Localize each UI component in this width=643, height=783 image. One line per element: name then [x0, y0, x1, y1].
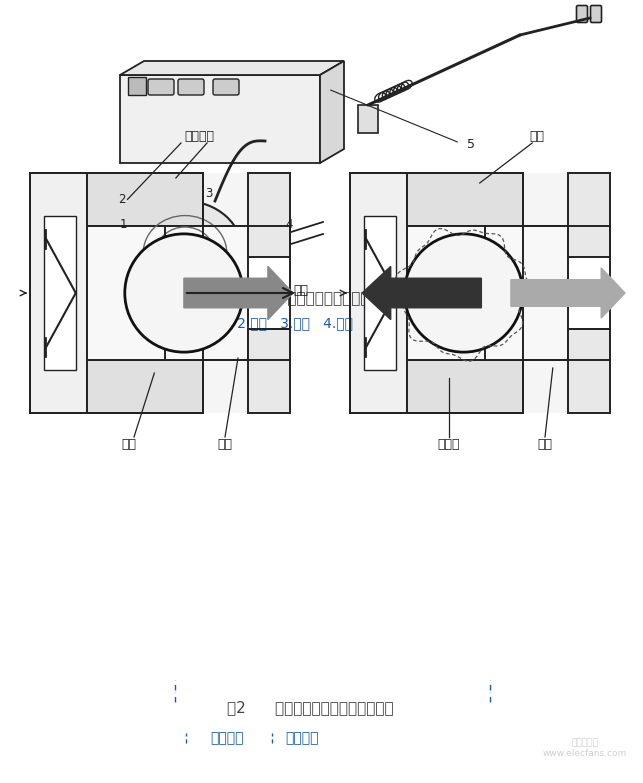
Circle shape — [404, 234, 523, 352]
Circle shape — [125, 234, 243, 352]
Text: 电子发烧友
www.elecfans.com: 电子发烧友 www.elecfans.com — [543, 738, 627, 758]
FancyBboxPatch shape — [178, 79, 204, 95]
Text: 触点: 触点 — [293, 284, 308, 298]
FancyBboxPatch shape — [148, 79, 174, 95]
Bar — [568, 329, 610, 413]
Bar — [30, 173, 87, 413]
Bar — [407, 173, 523, 226]
FancyArrow shape — [184, 266, 293, 319]
Text: 惯性力: 惯性力 — [437, 438, 460, 452]
Text: 2: 2 — [118, 193, 125, 206]
Text: 3: 3 — [205, 187, 212, 200]
Bar — [120, 75, 320, 163]
Polygon shape — [320, 61, 344, 163]
Bar — [568, 173, 610, 257]
Text: 5: 5 — [467, 139, 475, 151]
Text: 磁力: 磁力 — [538, 438, 552, 452]
Bar — [87, 173, 203, 226]
Text: 1: 1 — [120, 218, 127, 231]
Text: 1.滚球   2.磁铁   3.导缸   4.触点   5.壳体: 1.滚球 2.磁铁 3.导缸 4.触点 5.壳体 — [194, 316, 396, 330]
FancyBboxPatch shape — [213, 79, 239, 95]
Bar — [350, 173, 407, 413]
Text: 合力: 合力 — [530, 131, 545, 143]
Bar — [44, 216, 76, 370]
Text: 工作状态: 工作状态 — [285, 731, 318, 745]
Polygon shape — [120, 61, 344, 75]
Text: 永久磁铁: 永久磁铁 — [184, 131, 214, 143]
Ellipse shape — [127, 201, 243, 305]
Text: 滚球: 滚球 — [122, 438, 136, 452]
Bar — [128, 77, 146, 95]
Bar — [248, 329, 290, 413]
FancyArrow shape — [362, 266, 482, 319]
FancyBboxPatch shape — [577, 5, 588, 23]
Text: 4: 4 — [285, 218, 293, 231]
Bar — [173, 245, 197, 261]
Bar — [407, 360, 523, 413]
Text: 磁力: 磁力 — [217, 438, 233, 452]
Bar — [407, 226, 568, 360]
FancyArrow shape — [511, 268, 625, 318]
Bar — [358, 105, 378, 133]
FancyBboxPatch shape — [590, 5, 601, 23]
Bar — [407, 173, 568, 413]
Text: 图1   滚球式碰撞传感器的结构: 图1 滚球式碰撞传感器的结构 — [254, 290, 388, 305]
Bar — [87, 226, 248, 360]
Bar — [87, 360, 203, 413]
Text: 静止状态: 静止状态 — [210, 731, 244, 745]
Text: 图2      滚球式碰撞传感器的工作原理: 图2 滚球式碰撞传感器的工作原理 — [227, 701, 394, 716]
Bar — [248, 173, 290, 257]
Bar — [87, 173, 248, 413]
Bar — [365, 216, 395, 370]
